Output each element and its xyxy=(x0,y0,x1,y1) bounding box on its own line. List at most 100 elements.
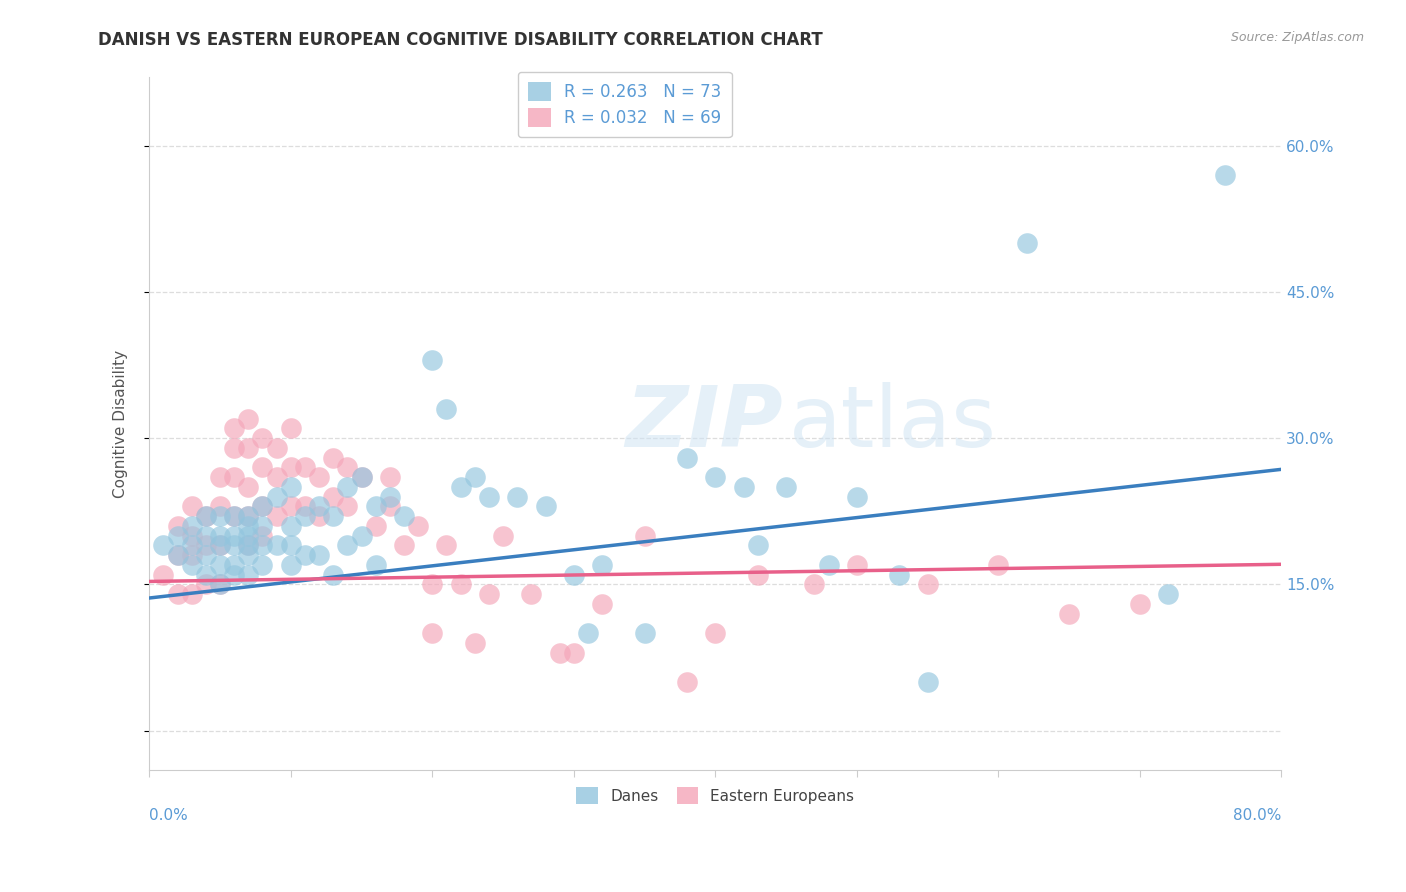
Point xyxy=(224,509,246,524)
Point xyxy=(208,500,231,514)
Point xyxy=(506,490,529,504)
Point xyxy=(308,548,330,562)
Point xyxy=(252,460,274,475)
Point xyxy=(194,528,217,542)
Point xyxy=(238,548,260,562)
Point xyxy=(478,490,501,504)
Point xyxy=(252,528,274,542)
Point xyxy=(591,558,613,572)
Point xyxy=(562,646,585,660)
Point xyxy=(266,538,288,552)
Point xyxy=(336,460,359,475)
Point xyxy=(322,509,344,524)
Point xyxy=(252,519,274,533)
Point xyxy=(633,626,655,640)
Point xyxy=(266,509,288,524)
Point xyxy=(987,558,1010,572)
Point xyxy=(420,353,443,368)
Point xyxy=(747,567,769,582)
Point xyxy=(238,519,260,533)
Text: 80.0%: 80.0% xyxy=(1233,808,1281,823)
Point xyxy=(294,500,316,514)
Point xyxy=(576,626,599,640)
Point xyxy=(392,538,415,552)
Point xyxy=(1015,236,1038,251)
Point xyxy=(280,558,302,572)
Point xyxy=(224,509,246,524)
Point xyxy=(436,401,458,416)
Point xyxy=(180,500,202,514)
Point xyxy=(845,490,868,504)
Point xyxy=(266,441,288,455)
Point xyxy=(238,480,260,494)
Point xyxy=(266,490,288,504)
Point xyxy=(1129,597,1152,611)
Point xyxy=(166,587,188,601)
Point xyxy=(208,538,231,552)
Point xyxy=(180,548,202,562)
Point xyxy=(450,480,472,494)
Point xyxy=(450,577,472,591)
Point xyxy=(322,567,344,582)
Point xyxy=(238,528,260,542)
Point xyxy=(194,509,217,524)
Text: 0.0%: 0.0% xyxy=(149,808,188,823)
Point xyxy=(238,538,260,552)
Point xyxy=(704,626,727,640)
Point xyxy=(194,567,217,582)
Point xyxy=(917,674,939,689)
Point xyxy=(633,528,655,542)
Point xyxy=(322,490,344,504)
Point xyxy=(280,421,302,435)
Point xyxy=(224,538,246,552)
Point xyxy=(194,509,217,524)
Point xyxy=(492,528,515,542)
Point xyxy=(464,470,486,484)
Point xyxy=(266,470,288,484)
Point xyxy=(180,538,202,552)
Point xyxy=(747,538,769,552)
Point xyxy=(280,460,302,475)
Point xyxy=(252,500,274,514)
Point xyxy=(350,470,373,484)
Point xyxy=(166,519,188,533)
Point xyxy=(562,567,585,582)
Point xyxy=(252,500,274,514)
Point xyxy=(180,587,202,601)
Point xyxy=(224,421,246,435)
Point xyxy=(392,509,415,524)
Point xyxy=(224,558,246,572)
Point xyxy=(364,500,387,514)
Point xyxy=(208,509,231,524)
Point xyxy=(889,567,911,582)
Point xyxy=(208,538,231,552)
Point xyxy=(166,528,188,542)
Point xyxy=(733,480,755,494)
Point xyxy=(194,577,217,591)
Point xyxy=(436,538,458,552)
Point xyxy=(350,470,373,484)
Point xyxy=(280,519,302,533)
Point xyxy=(420,577,443,591)
Point xyxy=(152,567,174,582)
Point xyxy=(252,431,274,445)
Point xyxy=(194,538,217,552)
Point xyxy=(280,500,302,514)
Point xyxy=(364,519,387,533)
Point xyxy=(208,577,231,591)
Point xyxy=(238,509,260,524)
Point xyxy=(194,548,217,562)
Point xyxy=(378,490,401,504)
Point xyxy=(1057,607,1080,621)
Point xyxy=(308,500,330,514)
Point xyxy=(775,480,797,494)
Y-axis label: Cognitive Disability: Cognitive Disability xyxy=(114,350,128,498)
Point xyxy=(406,519,429,533)
Point xyxy=(478,587,501,601)
Point xyxy=(1157,587,1180,601)
Point xyxy=(224,528,246,542)
Point xyxy=(378,470,401,484)
Point xyxy=(322,450,344,465)
Point xyxy=(676,450,699,465)
Point xyxy=(817,558,839,572)
